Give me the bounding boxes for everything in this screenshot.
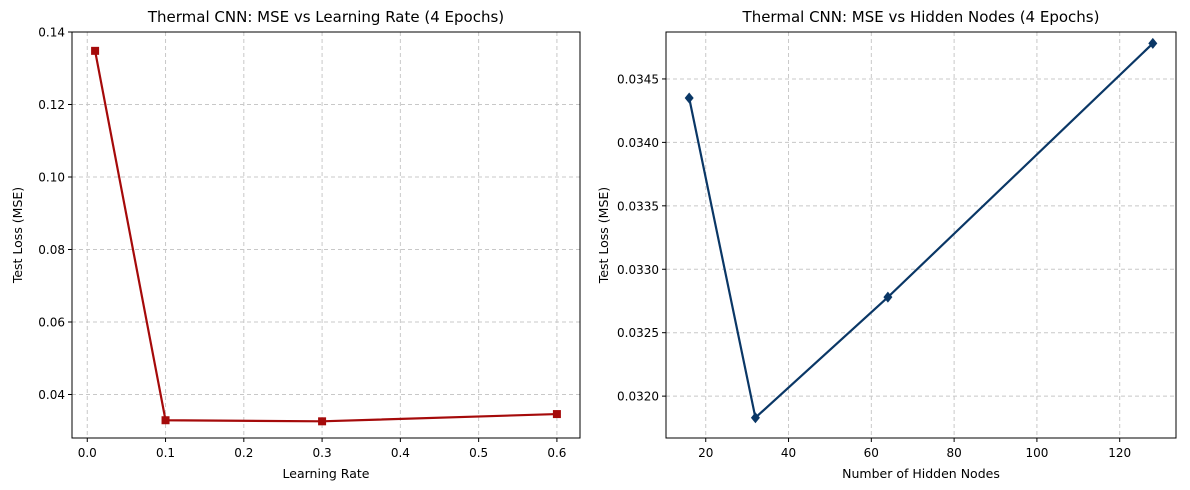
x-axis-label: Learning Rate xyxy=(283,466,370,481)
x-tick-label: 0.2 xyxy=(234,446,253,460)
data-point xyxy=(91,46,100,55)
chart-title: Thermal CNN: MSE vs Hidden Nodes (4 Epoc… xyxy=(742,8,1100,26)
x-tick-label: 0.1 xyxy=(156,446,175,460)
x-tick-label: 100 xyxy=(1025,446,1048,460)
y-axis-label: Test Loss (MSE) xyxy=(596,187,611,284)
data-point xyxy=(161,416,170,425)
chart-2: 20 40 60 80 100 120 0.0320 0.0325 0.0330 0.0335 0.… xyxy=(596,8,1177,481)
plot-frame xyxy=(665,31,1177,439)
data-point xyxy=(684,92,694,104)
x-tick-label: 0.5 xyxy=(469,446,488,460)
plot-frame xyxy=(71,31,581,439)
y-tick-label: 0.0320 xyxy=(617,390,659,404)
series-line xyxy=(688,42,1154,419)
y-tick-label: 0.04 xyxy=(38,388,65,402)
x-tick-label: 80 xyxy=(946,446,961,460)
y-tick-label: 0.08 xyxy=(38,243,65,257)
data-point xyxy=(750,412,760,424)
y-tick-label: 0.10 xyxy=(38,171,65,185)
data-point xyxy=(1148,37,1158,49)
chart-1: 0.0 0.1 0.2 0.3 0.4 0.5 0.6 0.04 0.06 0.08 0.10 0.1… xyxy=(10,8,581,481)
series-line xyxy=(94,50,557,423)
x-axis-label: Number of Hidden Nodes xyxy=(842,466,1000,481)
y-tick-label: 0.0345 xyxy=(617,72,659,86)
y-tick-label: 0.14 xyxy=(38,26,65,40)
y-tick-label: 0.0325 xyxy=(617,326,659,340)
data-point xyxy=(318,417,327,426)
data-point xyxy=(552,410,561,419)
y-tick-label: 0.0330 xyxy=(617,263,659,277)
x-tick-label: 120 xyxy=(1108,446,1131,460)
x-tick-label: 0.3 xyxy=(313,446,332,460)
x-tick-label: 0.4 xyxy=(391,446,410,460)
y-tick-label: 0.06 xyxy=(38,316,65,330)
x-tick-label: 0.0 xyxy=(78,446,97,460)
y-axis-label: Test Loss (MSE) xyxy=(10,187,25,284)
y-tick-label: 0.0340 xyxy=(617,136,659,150)
y-tick-label: 0.12 xyxy=(38,98,65,112)
x-tick-label: 20 xyxy=(698,446,713,460)
x-tick-label: 40 xyxy=(781,446,796,460)
y-tick-label: 0.0335 xyxy=(617,199,659,213)
data-point xyxy=(883,291,893,303)
x-tick-label: 60 xyxy=(864,446,879,460)
chart-title: Thermal CNN: MSE vs Learning Rate (4 Epo… xyxy=(147,8,504,26)
x-tick-label: 0.6 xyxy=(547,446,566,460)
